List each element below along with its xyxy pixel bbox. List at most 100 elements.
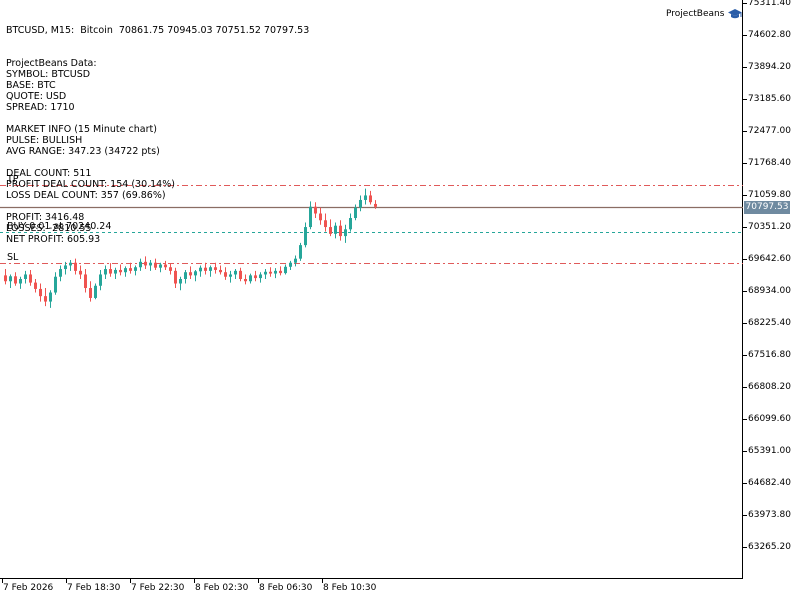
candle-body — [179, 278, 182, 284]
info-line: AVG RANGE: 347.23 (34722 pts) — [6, 146, 160, 157]
chart-area[interactable] — [0, 0, 743, 579]
info-line: SYMBOL: BTCUSD — [6, 69, 91, 80]
price-tick-mark — [743, 195, 747, 196]
info-line: PROFIT: 3416.48 — [6, 212, 85, 223]
time-tick-mark — [322, 579, 323, 583]
candle-body — [224, 272, 227, 277]
price-tick-mark — [743, 291, 747, 292]
time-tick-label: 7 Feb 22:30 — [131, 583, 185, 593]
candle-body — [364, 195, 367, 200]
candlestick-plot — [0, 185, 743, 308]
info-spacer — [6, 157, 309, 168]
time-tick-label: 8 Feb 06:30 — [259, 583, 313, 593]
candle-body — [309, 206, 312, 228]
price-tick-mark — [743, 259, 747, 260]
price-tick-label: 72477.00 — [748, 126, 791, 136]
candle-body — [174, 270, 177, 284]
info-line: LOSS DEAL COUNT: 357 (69.86%) — [6, 190, 166, 201]
candle-body — [9, 276, 12, 282]
candle-body — [189, 272, 192, 276]
candle-body — [34, 282, 37, 289]
price-tick-label: 69642.60 — [748, 254, 791, 264]
price-tick-label: 71059.80 — [748, 190, 791, 200]
brand-name: ProjectBeans — [666, 9, 725, 19]
price-tick-mark — [743, 131, 747, 132]
buy-order-label[interactable]: BUY 0.01 at 70240.24 — [7, 220, 112, 232]
candle-body — [254, 275, 257, 279]
candle-body — [59, 269, 62, 277]
candle-body — [279, 270, 282, 274]
candle-body — [319, 213, 322, 221]
candle-body — [144, 261, 147, 266]
price-tick-label: 74602.80 — [748, 30, 791, 40]
candle-body — [299, 245, 302, 259]
price-tick-mark — [743, 355, 747, 356]
candle-body — [214, 267, 217, 270]
time-tick-mark — [258, 579, 259, 583]
candle-body — [149, 262, 152, 266]
price-tick-label: 71768.40 — [748, 158, 791, 168]
price-tick-label: 63265.20 — [748, 542, 791, 552]
info-lines: ProjectBeans Data: SYMBOL: BTCUSD BASE: BT… — [6, 58, 309, 245]
time-axis[interactable]: 7 Feb 2026 7 Feb 18:30 7 Feb 22:30 8 Feb 02… — [0, 579, 743, 600]
candle-body — [184, 272, 187, 279]
candle-body — [134, 267, 137, 271]
price-tick-label: 70351.20 — [748, 222, 791, 232]
candle-body — [44, 296, 47, 302]
candle-body — [199, 267, 202, 272]
price-tick-label: 75311.40 — [748, 0, 791, 8]
candle-body — [289, 262, 292, 267]
candle-body — [259, 274, 262, 279]
candle-body — [74, 262, 77, 271]
time-tick-mark — [2, 579, 3, 583]
time-tick-mark — [66, 579, 67, 583]
price-tick-label: 68934.00 — [748, 286, 791, 296]
candle-body — [314, 206, 317, 214]
price-tick-mark — [743, 35, 747, 36]
candle-body — [104, 269, 107, 275]
graduation-cap-icon — [728, 9, 743, 19]
current-price-badge: 70797.53 — [744, 201, 790, 214]
candle-body — [219, 269, 222, 273]
candle-body — [124, 268, 127, 273]
candle-body — [154, 262, 157, 268]
candle-body — [249, 275, 252, 282]
price-tick-label: 63973.80 — [748, 510, 791, 520]
candle-body — [374, 203, 377, 207]
candle-body — [49, 292, 52, 302]
candle-body — [84, 274, 87, 289]
candle-body — [329, 227, 332, 234]
candle-body — [89, 288, 92, 298]
price-tick-mark — [743, 419, 747, 420]
price-tick-mark — [743, 227, 747, 228]
candle-body — [204, 267, 207, 271]
info-line: QUOTE: USD — [6, 91, 67, 102]
candle-body — [244, 278, 247, 282]
price-tick-mark — [743, 99, 747, 100]
info-line: DEAL COUNT: 511 — [6, 168, 92, 179]
price-tick-mark — [743, 451, 747, 452]
price-tick-mark — [743, 483, 747, 484]
price-axis[interactable]: 75311.40 74602.80 73894.20 73185.60 72477.00… — [743, 0, 800, 579]
candle-body — [99, 274, 102, 286]
price-tick-mark — [743, 67, 747, 68]
info-line: PULSE: BULLISH — [6, 135, 83, 146]
candle-body — [229, 274, 232, 277]
symbol-header: BTCUSD, M15: Bitcoin 70861.75 70945.03 7… — [6, 25, 310, 36]
price-tick-mark — [743, 3, 747, 4]
candle-body — [159, 264, 162, 268]
candle-body — [109, 269, 112, 274]
candle-body — [274, 270, 277, 274]
candle-body — [39, 288, 42, 297]
price-tick-label: 73185.60 — [748, 94, 791, 104]
info-line: PROFIT DEAL COUNT: 154 (30.14%) — [6, 179, 175, 190]
candle-body — [139, 261, 142, 268]
time-tick-label: 7 Feb 18:30 — [67, 583, 121, 593]
candle-body — [79, 270, 82, 275]
candle-body — [4, 275, 7, 282]
brand-logo: ProjectBeans — [666, 8, 743, 20]
candle-body — [94, 285, 97, 298]
candle-body — [334, 225, 337, 234]
candle-body — [164, 264, 167, 268]
candle-body — [114, 269, 117, 274]
